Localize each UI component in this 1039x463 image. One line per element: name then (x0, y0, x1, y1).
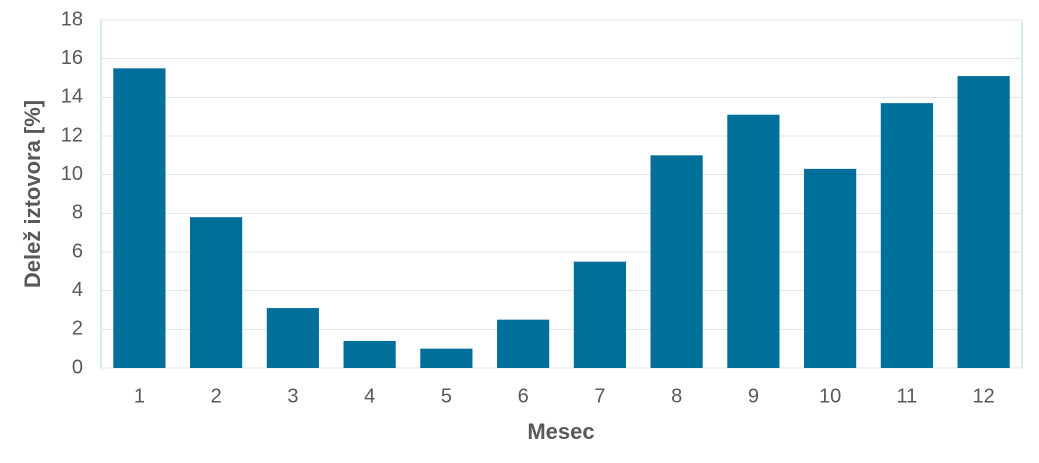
bar (880, 103, 933, 368)
x-tick-label: 5 (441, 385, 452, 407)
bar (957, 76, 1010, 369)
y-tick-label: 8 (72, 202, 83, 224)
y-tick-label: 10 (61, 163, 83, 185)
x-tick-label: 11 (896, 385, 917, 407)
x-tick-label: 4 (364, 385, 375, 407)
y-tick-label: 12 (61, 124, 83, 146)
x-tick-label: 10 (819, 385, 841, 407)
x-axis-title: Mesec (527, 419, 594, 444)
x-tick-label: 3 (287, 385, 298, 407)
bar (190, 217, 243, 368)
x-tick-label: 12 (973, 385, 995, 407)
bar (804, 168, 857, 368)
bar (497, 319, 550, 368)
y-tick-label: 2 (72, 318, 83, 340)
y-tick-label: 4 (72, 279, 83, 301)
bar (420, 348, 473, 368)
y-tick-label: 14 (61, 86, 83, 108)
x-tick-label: 1 (134, 385, 145, 407)
y-tick-label: 0 (72, 356, 83, 378)
y-tick-label: 16 (61, 47, 83, 69)
bar (573, 261, 626, 368)
y-axis-title: Delež iztovora [%] (20, 100, 45, 288)
bar (266, 308, 319, 368)
bar (343, 340, 396, 368)
y-tick-label: 18 (61, 8, 83, 30)
bar (650, 155, 703, 368)
x-tick-label: 2 (211, 385, 222, 407)
x-tick-label: 6 (518, 385, 529, 407)
bar (727, 114, 780, 368)
x-tick-label: 9 (748, 385, 759, 407)
x-tick-label: 7 (594, 385, 605, 407)
bar (113, 68, 166, 368)
y-tick-label: 6 (72, 240, 83, 262)
x-tick-label: 8 (671, 385, 682, 407)
